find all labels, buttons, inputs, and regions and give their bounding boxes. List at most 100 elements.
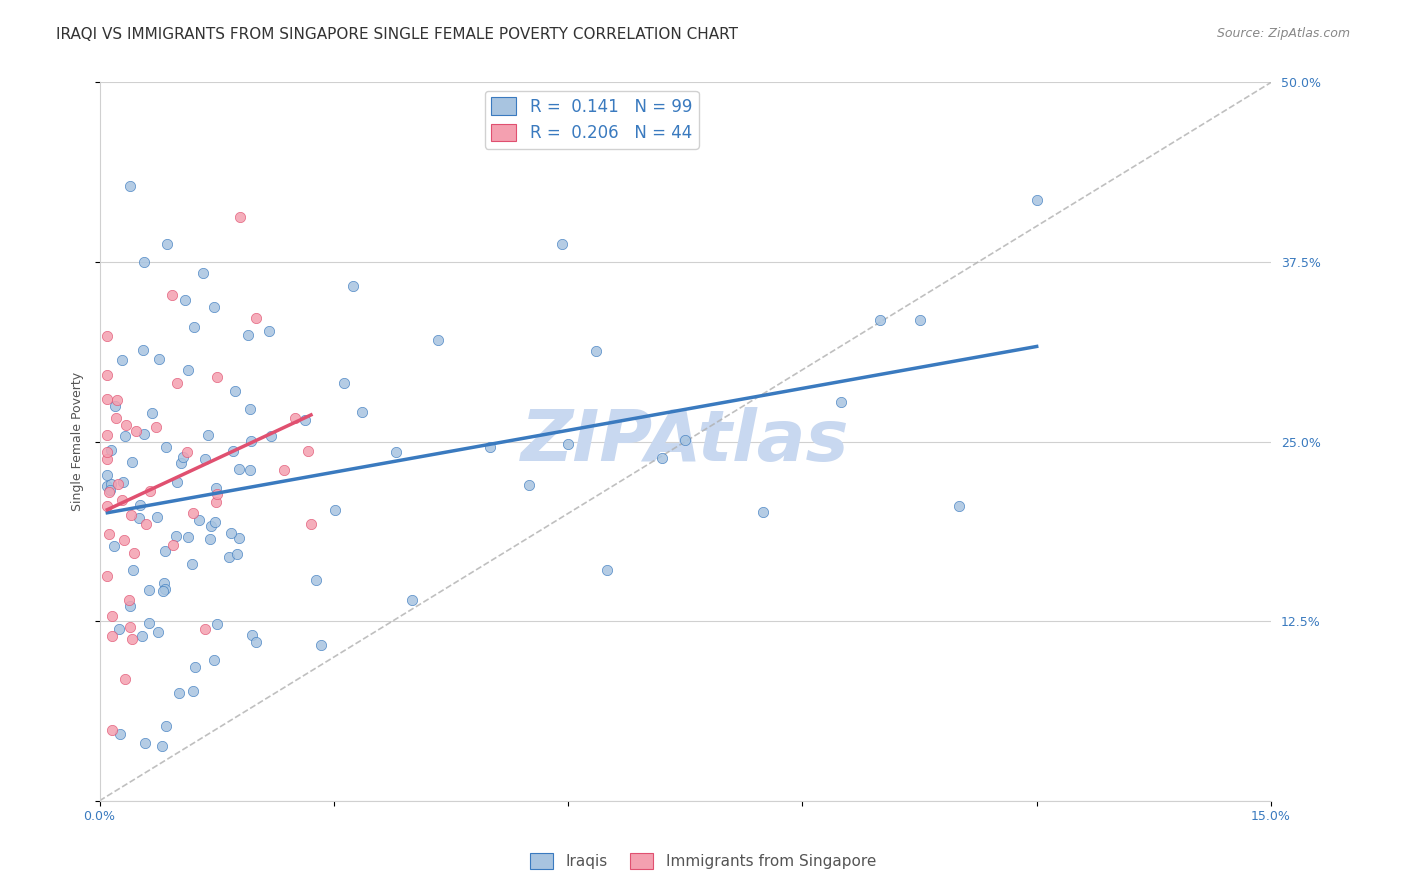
Legend: R =  0.141   N = 99, R =  0.206   N = 44: R = 0.141 N = 99, R = 0.206 N = 44 <box>485 91 699 149</box>
Point <box>239 434 262 449</box>
Point <box>103 399 125 413</box>
Point <box>155 719 177 733</box>
Point <box>105 393 128 408</box>
Point <box>105 411 128 425</box>
Point <box>239 463 262 477</box>
Point <box>830 395 852 409</box>
Point <box>156 236 179 251</box>
Point <box>166 475 188 490</box>
Point <box>174 293 197 307</box>
Point <box>517 478 540 492</box>
Point <box>100 442 122 457</box>
Point <box>96 451 118 466</box>
Point <box>222 443 245 458</box>
Point <box>162 538 184 552</box>
Point <box>207 617 229 632</box>
Point <box>101 629 124 643</box>
Point <box>194 622 217 636</box>
Point <box>96 368 118 383</box>
Point <box>97 526 120 541</box>
Point <box>148 352 170 367</box>
Point <box>153 582 176 596</box>
Point <box>120 620 142 634</box>
Point <box>297 444 319 458</box>
Point <box>98 485 121 500</box>
Point <box>114 418 136 433</box>
Point <box>110 492 132 507</box>
Text: Source: ZipAtlas.com: Source: ZipAtlas.com <box>1216 27 1350 40</box>
Point <box>134 255 156 269</box>
Point <box>112 533 135 548</box>
Point <box>205 494 228 508</box>
Point <box>219 526 242 541</box>
Text: IRAQI VS IMMIGRANTS FROM SINGAPORE SINGLE FEMALE POVERTY CORRELATION CHART: IRAQI VS IMMIGRANTS FROM SINGAPORE SINGL… <box>56 27 738 42</box>
Point <box>101 609 124 624</box>
Point <box>153 576 176 591</box>
Point <box>96 569 118 583</box>
Point <box>96 328 118 343</box>
Point <box>204 515 226 529</box>
Point <box>257 324 280 338</box>
Text: ZIPAtlas: ZIPAtlas <box>522 407 849 476</box>
Point <box>141 407 163 421</box>
Point <box>165 529 187 543</box>
Point <box>228 461 250 475</box>
Point <box>585 344 607 359</box>
Point <box>673 434 696 448</box>
Point <box>191 266 214 280</box>
Point <box>198 532 221 546</box>
Point <box>107 476 129 491</box>
Point <box>122 563 145 577</box>
Point <box>184 660 207 674</box>
Point <box>245 311 267 326</box>
Point <box>294 412 316 426</box>
Point <box>122 546 145 560</box>
Point <box>118 593 141 607</box>
Point <box>172 450 194 464</box>
Legend: Iraqis, Immigrants from Singapore: Iraqis, Immigrants from Singapore <box>524 847 882 875</box>
Point <box>108 727 131 741</box>
Point <box>112 475 135 489</box>
Point <box>150 739 173 754</box>
Point <box>205 481 228 495</box>
Point <box>332 376 354 390</box>
Point <box>229 210 252 224</box>
Point <box>224 384 246 398</box>
Point <box>153 544 176 558</box>
Point <box>596 562 619 576</box>
Point <box>752 505 775 519</box>
Point <box>118 599 141 613</box>
Point <box>180 557 202 571</box>
Point <box>226 547 249 561</box>
Point <box>138 615 160 630</box>
Point <box>651 450 673 465</box>
Point <box>129 498 152 512</box>
Point <box>205 370 228 384</box>
Point <box>323 503 346 517</box>
Point <box>132 343 155 357</box>
Point <box>146 510 169 524</box>
Point <box>111 353 134 368</box>
Point <box>96 479 118 493</box>
Point <box>299 516 322 531</box>
Point <box>101 723 124 737</box>
Point <box>96 500 118 514</box>
Point <box>245 634 267 648</box>
Point <box>96 427 118 442</box>
Point <box>98 483 121 497</box>
Point <box>114 429 136 443</box>
Point <box>96 392 118 407</box>
Point <box>342 278 364 293</box>
Point <box>202 653 225 667</box>
Point <box>557 437 579 451</box>
Point <box>121 632 143 647</box>
Y-axis label: Single Female Poverty: Single Female Poverty <box>72 372 84 511</box>
Point <box>401 593 423 607</box>
Point <box>239 402 262 417</box>
Point <box>155 440 177 454</box>
Point <box>135 516 157 531</box>
Point <box>134 426 156 441</box>
Point <box>181 506 204 520</box>
Point <box>908 312 931 326</box>
Point <box>96 468 118 483</box>
